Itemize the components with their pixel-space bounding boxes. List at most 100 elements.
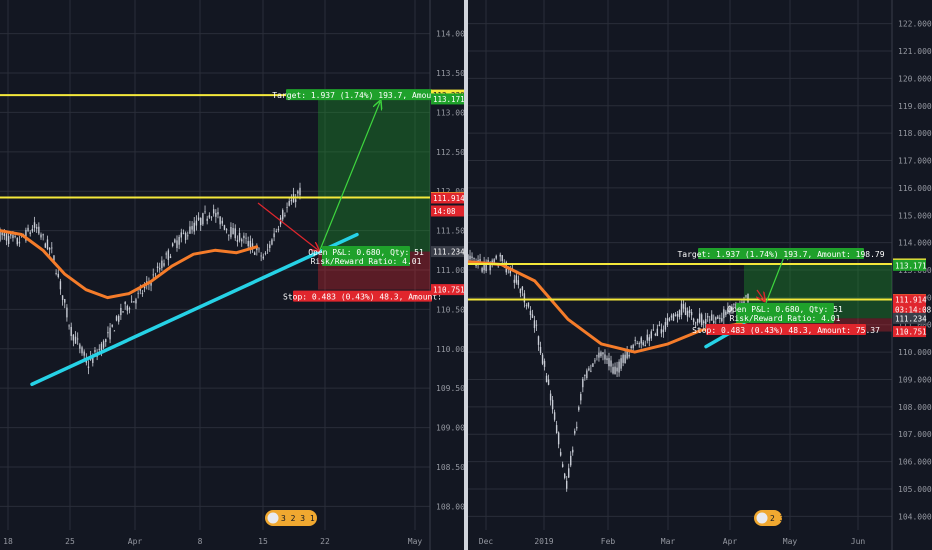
candle-body <box>660 329 663 334</box>
candle-body <box>249 240 252 250</box>
candle-body <box>191 226 193 230</box>
candle-body <box>654 334 657 336</box>
candle-body <box>551 399 554 410</box>
y-tick-label: 104.000 <box>898 512 932 521</box>
candle-body <box>644 345 646 347</box>
candle-body <box>620 358 622 369</box>
x-tick-label: Jun <box>851 537 866 546</box>
y-tick-label: 107.000 <box>898 430 932 439</box>
candle-body <box>225 229 228 231</box>
candle-body <box>539 346 542 354</box>
candle-body <box>193 222 195 232</box>
x-tick-label: Apr <box>128 537 143 546</box>
target-label-text: Target: 1.937 (1.74%) 193.7, Amount: 198… <box>677 250 884 259</box>
candle-body <box>717 316 719 319</box>
candle-body <box>124 302 126 305</box>
chart-0-svg[interactable]: 114.000 113.500 113.000 112.500 112.000 111.5… <box>0 0 464 550</box>
moving-average-line[interactable] <box>0 229 259 300</box>
stop-label-bg[interactable] <box>293 290 432 302</box>
candle-body <box>483 261 485 271</box>
candle-body <box>549 393 552 401</box>
candle-body <box>493 259 495 263</box>
open-pl-label-bg[interactable] <box>736 303 834 323</box>
x-tick-label: Feb <box>601 537 616 546</box>
y-tick-label: 114.000 <box>436 30 464 39</box>
candle-body <box>228 234 230 236</box>
candle-body <box>563 473 566 478</box>
target-zone[interactable] <box>318 95 430 252</box>
candle-body <box>731 306 733 311</box>
events-badge[interactable] <box>265 510 317 526</box>
candle-body <box>711 314 713 321</box>
candle-body <box>537 336 540 345</box>
candle-body <box>143 286 146 289</box>
stop-label-text: Stop: 0.483 (0.43%) 48.3, Amount: 75.37 <box>692 326 880 335</box>
projection-arrow-down[interactable] <box>257 202 318 250</box>
candle-body <box>282 210 284 220</box>
candle-body <box>133 301 135 303</box>
candle-body <box>29 232 31 234</box>
price-tag-stop <box>431 284 464 296</box>
candle-body <box>258 248 260 250</box>
chart-0-grid <box>0 0 430 530</box>
open-pl-label-bg[interactable] <box>322 246 410 266</box>
candle-body <box>234 228 236 239</box>
trendline[interactable] <box>30 232 359 386</box>
candle-body <box>543 360 546 367</box>
projection-arrow-up[interactable] <box>765 252 786 304</box>
left-chart-pane[interactable]: 114.000 113.500 113.000 112.500 112.000 111.5… <box>0 0 464 550</box>
candle-body <box>570 455 572 466</box>
candle-body <box>184 232 187 240</box>
target-label-bg[interactable] <box>286 89 432 101</box>
candle-body <box>576 426 578 429</box>
candle-body <box>634 339 636 341</box>
candle-body <box>111 324 113 327</box>
candle-body <box>473 257 475 259</box>
candle-body <box>656 328 659 336</box>
candle-body <box>187 235 189 237</box>
candle-body <box>120 307 122 316</box>
candle-body <box>652 329 655 331</box>
candle-body <box>118 315 120 322</box>
candle-body <box>471 256 473 258</box>
right-chart-pane[interactable]: 122.000 121.000 120.000 119.000 118.000 117.0… <box>468 0 932 550</box>
events-badge-text: 3 2 3 1 <box>281 514 315 523</box>
candle-body <box>51 247 53 249</box>
candle-body <box>517 280 520 285</box>
candle-body <box>568 468 570 478</box>
target-label-bg[interactable] <box>698 247 864 259</box>
y-tick-label: 121.000 <box>898 47 932 56</box>
candle-body <box>206 218 208 221</box>
candle-body <box>165 253 167 255</box>
candle-body <box>469 255 471 260</box>
projection-arrow-down[interactable] <box>757 289 764 300</box>
candle-body <box>223 225 226 230</box>
candle-body <box>35 227 38 229</box>
candle-body <box>236 240 239 242</box>
candle-body <box>481 267 483 272</box>
candle-body <box>592 363 594 367</box>
candle-body <box>616 367 618 372</box>
pane-divider[interactable] <box>464 0 468 550</box>
y-tick-label: 106.000 <box>898 458 932 467</box>
y-tick-label: 113.500 <box>436 69 464 78</box>
candle-body <box>582 378 584 388</box>
projection-arrow-up[interactable] <box>319 102 380 251</box>
candle-body <box>553 412 556 420</box>
y-tick-label: 112.500 <box>436 148 464 157</box>
candle-body <box>523 293 526 303</box>
candle-body <box>729 307 731 314</box>
price-tag-target-alt <box>431 93 464 105</box>
candle-body <box>715 317 717 320</box>
price-tag-entry-text: 111.234 <box>895 314 927 323</box>
candle-body <box>271 239 273 245</box>
candle-body <box>727 308 729 314</box>
candle-body <box>126 305 129 311</box>
candle-body <box>122 311 124 313</box>
price-tag-stop-text: 110.751 <box>895 328 927 337</box>
price-tag-countdown <box>893 304 926 316</box>
chart-1-svg[interactable]: 122.000 121.000 120.000 119.000 118.000 117.0… <box>468 0 932 550</box>
candle-body <box>180 232 182 238</box>
y-tick-label: 117.000 <box>898 157 932 166</box>
stop-label-bg[interactable] <box>706 324 866 335</box>
